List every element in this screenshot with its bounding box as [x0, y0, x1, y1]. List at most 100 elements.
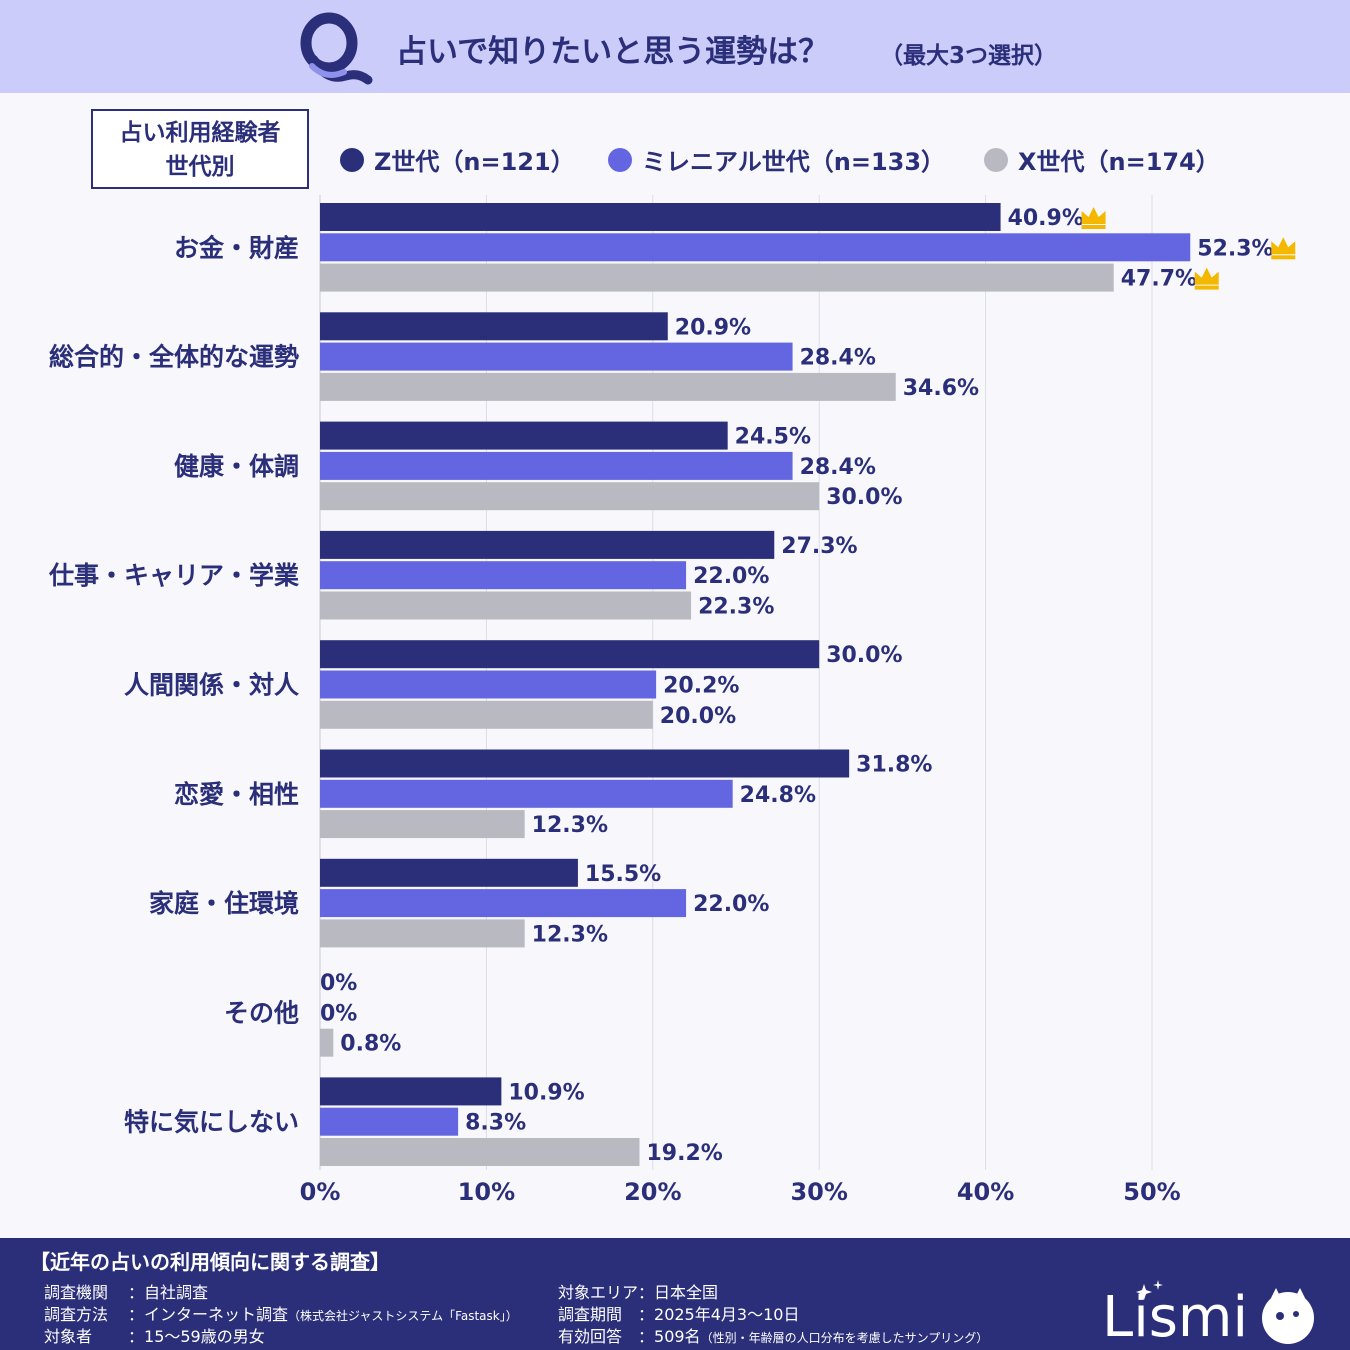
footer-key: 調査期間 — [558, 1305, 623, 1324]
segment-line-2: 世代別 — [165, 154, 235, 180]
bar — [320, 749, 850, 778]
footer-value: インターネット調査 — [144, 1305, 289, 1324]
data-label: 28.4% — [800, 455, 876, 480]
header-band: 占いで知りたいと思う運勢は？ （最大3つ選択） — [0, 0, 1350, 93]
data-label: 24.5% — [735, 425, 811, 450]
bar — [320, 1138, 640, 1166]
data-label: 10.9% — [508, 1080, 584, 1105]
data-label: 12.3% — [532, 922, 608, 947]
data-label: 31.8% — [856, 753, 932, 778]
legend-item-millennial: ミレニアル世代（n=133） — [608, 142, 945, 176]
footer-sep: ： — [128, 1305, 145, 1324]
data-label: 0% — [320, 971, 357, 996]
data-label: 20.9% — [675, 315, 751, 340]
bar — [320, 889, 687, 918]
footer-value: 2025年4月3〜10日 — [654, 1305, 800, 1324]
survey-footer: 【近年の占いの利用傾向に関する調査】 調査機関 ：自社調査 調査方法 ：インターネッ… — [0, 1238, 1350, 1350]
x-tick-label: 20% — [624, 1178, 681, 1206]
category-label: その他 — [224, 998, 299, 1027]
bar — [320, 372, 896, 401]
footer-key: 有効回答 — [558, 1327, 623, 1346]
segment-line-1: 占い利用経験者 — [119, 120, 281, 146]
category-label: お金・財産 — [174, 233, 299, 262]
footer-value: 509名 — [654, 1327, 701, 1346]
crown-icon-base — [1194, 285, 1219, 290]
chart-title: 占いで知りたいと思う運勢は？ — [396, 34, 830, 70]
category-label: 特に気にしない — [124, 1108, 299, 1137]
q-icon — [300, 12, 373, 85]
category-label: 総合的・全体的な運勢 — [49, 343, 299, 372]
category-label: 人間関係・対人 — [124, 671, 299, 700]
crown-icon-base — [1271, 255, 1296, 260]
crown-icon — [1271, 237, 1296, 255]
footer-sep: ： — [638, 1283, 655, 1302]
legend-dot-x — [984, 147, 1008, 172]
bar — [320, 233, 1191, 262]
segment-box: 占い利用経験者 世代別 — [91, 109, 309, 189]
bar — [320, 1077, 502, 1106]
footer-sep: ： — [128, 1327, 145, 1346]
footer-value: 日本全国 — [654, 1283, 719, 1302]
footer-key: 調査機関 — [44, 1283, 109, 1302]
footer-sep: ： — [128, 1283, 145, 1302]
data-label: 20.0% — [660, 704, 736, 729]
legend-label-millennial: ミレニアル世代（n=133） — [642, 148, 946, 176]
x-tick-label: 40% — [957, 1178, 1014, 1206]
bar — [320, 640, 820, 669]
data-label: 40.9% — [1008, 206, 1084, 231]
category-label: 家庭・住環境 — [149, 889, 299, 918]
x-tick-label: 10% — [458, 1178, 515, 1206]
crown-icon — [1194, 267, 1219, 285]
legend-dot-z — [340, 147, 364, 172]
footer-row-period: 調査期間 ：2025年4月3〜10日 — [558, 1301, 799, 1325]
x-tick-label: 30% — [790, 1178, 847, 1206]
data-label: 52.3% — [1197, 236, 1273, 261]
bar — [320, 342, 793, 371]
data-label: 30.0% — [826, 485, 902, 510]
bar-chart: 0% 10% 20% 30% 40% 50% お金・財産 40.9% 52.3%47.7% 総合的… — [48, 195, 1296, 1206]
bar — [320, 700, 653, 729]
legend-item-z: Z世代（n=121） — [340, 142, 575, 176]
data-label: 15.5% — [585, 862, 661, 887]
footer-row-agency: 調査機関 ：自社調査 — [44, 1279, 208, 1303]
data-label: 20.2% — [663, 674, 739, 699]
bar — [320, 421, 728, 450]
footer-key: 対象エリア — [558, 1283, 639, 1302]
footer-value: 自社調査 — [144, 1283, 209, 1302]
data-label: 24.8% — [740, 783, 816, 808]
bar — [320, 530, 775, 559]
footer-heading: 【近年の占いの利用傾向に関する調査】 — [30, 1250, 390, 1274]
x-tick-label: 50% — [1123, 1178, 1180, 1206]
crown-icon-base — [1081, 225, 1106, 229]
data-label: 19.2% — [646, 1141, 722, 1166]
data-label: 22.0% — [693, 892, 769, 917]
data-label: 22.0% — [693, 564, 769, 589]
data-label: 30.0% — [826, 643, 902, 668]
footer-note: （株式会社ジャストシステム「Fastask」） — [288, 1309, 518, 1323]
data-label: 22.3% — [698, 595, 774, 620]
legend-dot-millennial — [608, 147, 632, 172]
x-tick-label: 0% — [300, 1178, 341, 1206]
bar — [320, 591, 692, 620]
bar — [320, 779, 733, 808]
footer-key: 調査方法 — [44, 1305, 109, 1324]
data-label: 47.7% — [1121, 267, 1197, 292]
data-label: 12.3% — [532, 813, 608, 838]
footer-row-responses: 有効回答 ：509名（性別・年齢層の人口分布を考慮したサンプリング） — [558, 1323, 988, 1347]
legend-label-z: Z世代（n=121） — [374, 148, 575, 176]
bar — [320, 810, 525, 839]
bar — [320, 1107, 459, 1136]
bar — [320, 451, 793, 480]
footer-row-method: 調査方法 ：インターネット調査（株式会社ジャストシステム「Fastask」） — [44, 1301, 518, 1325]
bar — [320, 919, 525, 948]
bar — [320, 1028, 334, 1057]
bar — [320, 482, 820, 511]
bar — [320, 312, 668, 341]
lismi-logo: Lismi — [1102, 1280, 1314, 1346]
footer-sep: ： — [638, 1305, 655, 1324]
legend-label-x: X世代（n=174） — [1018, 148, 1220, 176]
legend-item-x: X世代（n=174） — [984, 142, 1220, 176]
bar — [320, 561, 687, 590]
bar — [320, 858, 578, 887]
footer-row-target: 対象者 ：15〜59歳の男女 — [44, 1323, 265, 1347]
